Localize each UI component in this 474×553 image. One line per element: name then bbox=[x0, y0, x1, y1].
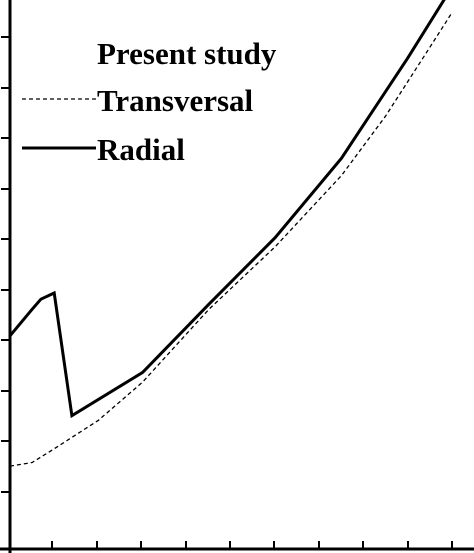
series-line-transversal bbox=[10, 12, 453, 467]
series-layer bbox=[10, 0, 453, 467]
legend-label-radial: Radial bbox=[97, 132, 185, 167]
legend-heading: Present study bbox=[97, 36, 277, 71]
series-line-radial bbox=[10, 0, 446, 419]
legend-label-transversal: Transversal bbox=[97, 83, 254, 118]
legend: Present study Transversal Radial bbox=[22, 36, 277, 167]
